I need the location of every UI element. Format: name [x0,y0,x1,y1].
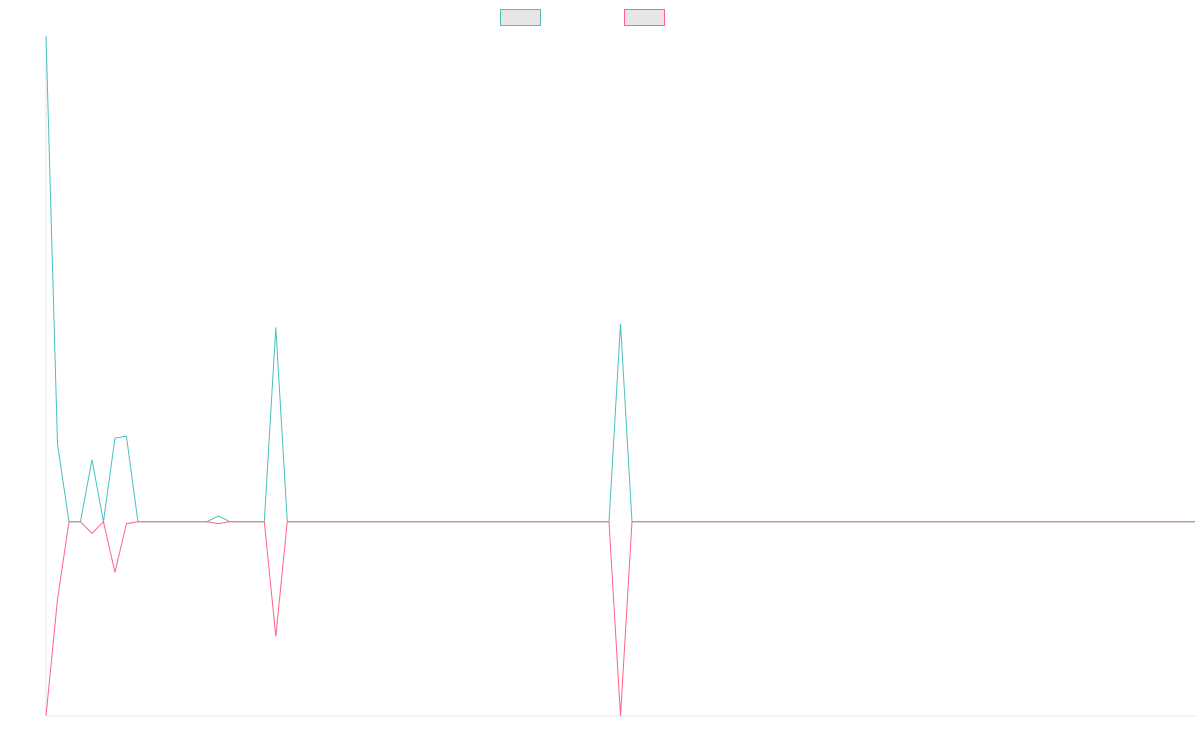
legend-swatch-2[interactable] [624,9,665,26]
legend [500,9,665,26]
legend-swatch-1[interactable] [500,9,541,26]
series-line-1 [45,35,1195,523]
series-layer [45,35,1195,717]
series-line-2 [45,520,1195,717]
axes [45,36,1195,717]
